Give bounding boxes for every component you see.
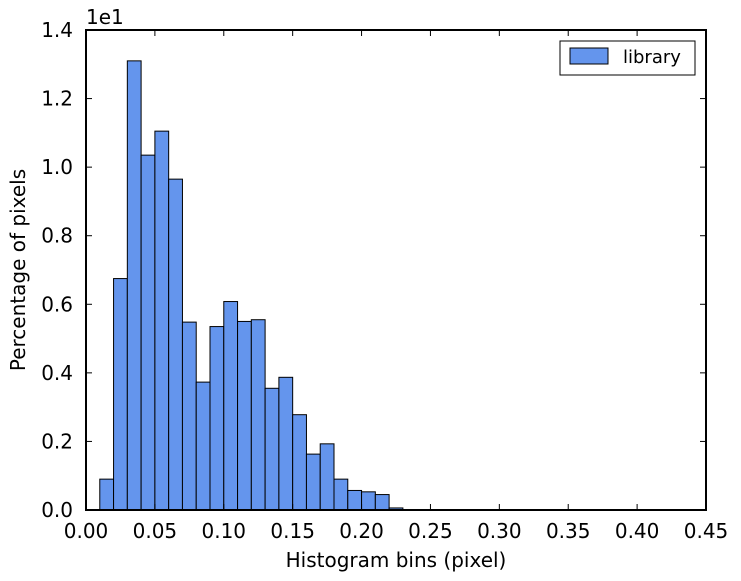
x-axis-title: Histogram bins (pixel) (286, 548, 507, 572)
legend-swatch-library (569, 47, 609, 65)
x-tick-label: 0.35 (546, 519, 591, 543)
histogram-bar (237, 320, 252, 511)
histogram-bar (113, 278, 128, 511)
histogram-bar (195, 381, 211, 511)
y-tick-label: 0.4 (41, 361, 73, 385)
histogram-bar (99, 478, 115, 511)
x-tick-label: 0.40 (615, 519, 660, 543)
legend: library (559, 40, 696, 76)
histogram-bar (223, 301, 239, 511)
histogram-bar (292, 414, 307, 511)
histogram-bar (126, 60, 142, 511)
legend-label-library: library (623, 47, 681, 68)
histogram-bar (154, 130, 170, 511)
x-tick-label: 0.20 (339, 519, 384, 543)
histogram-bar (374, 494, 390, 511)
x-tick-label: 0.05 (133, 519, 178, 543)
histogram-bar (264, 387, 280, 511)
x-tick-label: 0.00 (64, 519, 109, 543)
y-tick-label: 1.4 (41, 18, 73, 42)
x-tick-label: 0.30 (477, 519, 522, 543)
y-tick-label: 0.6 (41, 292, 73, 316)
y-tick-label: 0.2 (41, 429, 73, 453)
histogram-bar (319, 443, 335, 511)
histogram-bar (347, 489, 363, 511)
x-tick-label: 0.15 (270, 519, 315, 543)
y-tick-label: 1.2 (41, 87, 73, 111)
y-axis-title: Percentage of pixels (6, 169, 30, 371)
histogram-bar (250, 319, 266, 511)
y-axis-ticks: 0.0 0.2 0.4 0.6 0.8 1.0 1.2 1.4 (41, 18, 706, 522)
histogram-bar (305, 453, 321, 511)
plot-frame (85, 29, 707, 511)
y-tick-label: 0.0 (41, 498, 73, 522)
y-tick-label: 0.8 (41, 224, 73, 248)
x-tick-label: 0.25 (408, 519, 453, 543)
histogram-bar (209, 326, 225, 511)
bars-group (99, 60, 404, 511)
histogram-bar (168, 178, 183, 511)
x-tick-label: 0.45 (684, 519, 729, 543)
histogram-bar (140, 154, 156, 511)
histogram-bar (181, 321, 197, 511)
histogram-bar (333, 478, 349, 511)
y-tick-label: 1.0 (41, 155, 73, 179)
x-axis-ticks: 0.00 0.05 0.10 0.15 0.20 0.25 0.30 0.35 0.40 0.45 (64, 30, 729, 543)
y-offset-label: 1e1 (86, 5, 124, 29)
x-tick-label: 0.10 (202, 519, 247, 543)
histogram-bar (278, 376, 294, 511)
histogram-bar (361, 491, 376, 511)
